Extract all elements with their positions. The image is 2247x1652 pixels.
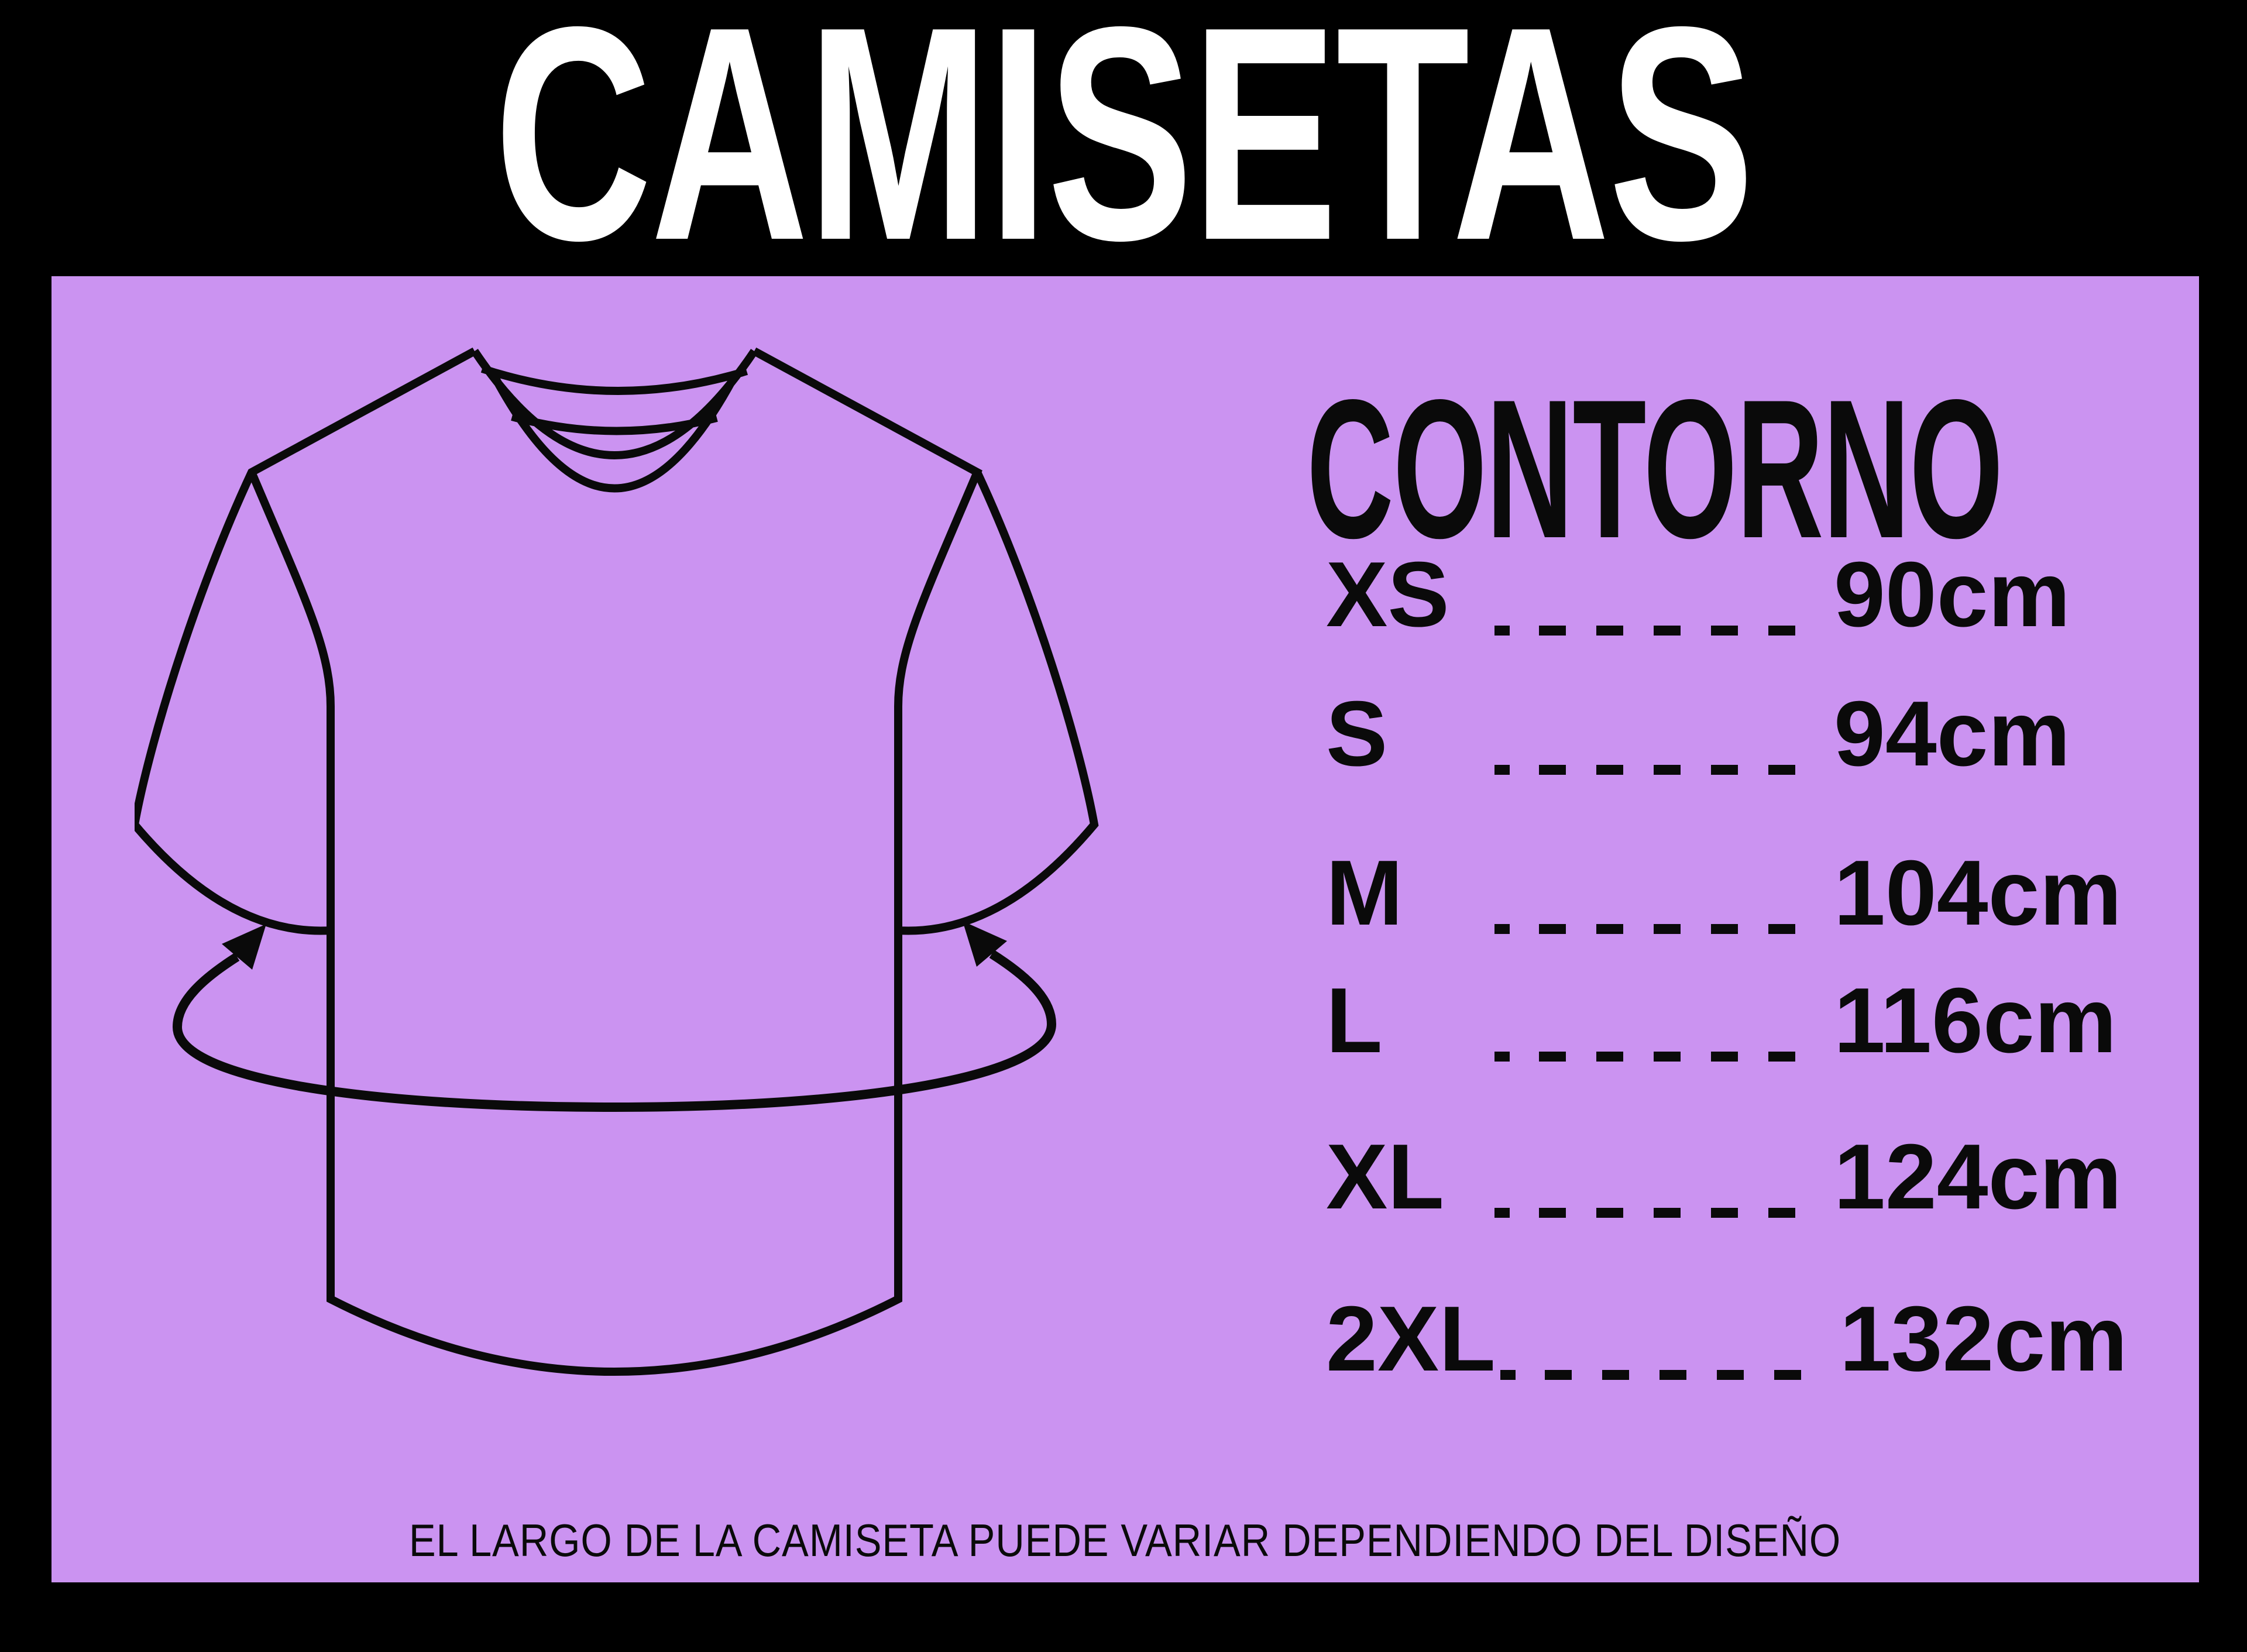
size-row-m: M 104cm bbox=[1326, 847, 2174, 939]
size-label: XL bbox=[1326, 1125, 1444, 1228]
page-title: CAMISETAS bbox=[0, 0, 2247, 286]
circumference-arrow-arc bbox=[172, 950, 1057, 1112]
size-label: S bbox=[1326, 682, 1388, 785]
size-row-2xl: 2XL 132cm bbox=[1326, 1293, 2174, 1385]
footnote: EL LARGO DE LA CAMISETA PUEDE VARIAR DEP… bbox=[51, 1517, 2199, 1563]
size-value: 104cm bbox=[1834, 842, 2122, 945]
size-value: 132cm bbox=[1839, 1287, 2128, 1390]
size-label: 2XL bbox=[1326, 1287, 1496, 1390]
dotted-leader bbox=[1500, 1370, 1805, 1380]
size-value: 124cm bbox=[1834, 1125, 2122, 1228]
dotted-leader bbox=[1494, 765, 1799, 775]
dotted-leader bbox=[1494, 1052, 1799, 1062]
size-label: M bbox=[1326, 842, 1403, 945]
content-panel bbox=[51, 276, 2199, 1582]
tshirt-body-outline bbox=[135, 347, 1099, 1376]
size-row-s: S 94cm bbox=[1326, 688, 2174, 780]
size-label: L bbox=[1326, 969, 1383, 1072]
size-row-l: L 116cm bbox=[1326, 974, 2174, 1067]
size-value: 116cm bbox=[1834, 969, 2117, 1072]
size-row-xs: XS 90cm bbox=[1326, 548, 2174, 641]
footnote-text: EL LARGO DE LA CAMISETA PUEDE VARIAR DEP… bbox=[409, 1514, 1841, 1566]
tshirt-outline-with-circumference-arrow-icon bbox=[135, 347, 1099, 1376]
circumference-arrow-right-head bbox=[963, 921, 1007, 967]
size-label: XS bbox=[1326, 543, 1449, 646]
dotted-leader bbox=[1494, 924, 1799, 934]
dotted-leader bbox=[1494, 626, 1799, 636]
circumference-arrow-left-head bbox=[222, 924, 266, 970]
size-value: 94cm bbox=[1834, 682, 2071, 785]
dotted-leader bbox=[1494, 1208, 1799, 1218]
size-row-xl: XL 124cm bbox=[1326, 1131, 2174, 1223]
tshirt-collar-lines bbox=[471, 349, 758, 493]
section-heading-text: CONTORNO bbox=[1307, 358, 2003, 579]
size-value: 90cm bbox=[1834, 543, 2071, 646]
section-heading: CONTORNO bbox=[1307, 370, 2247, 568]
page-title-text: CAMISETAS bbox=[494, 0, 1754, 304]
